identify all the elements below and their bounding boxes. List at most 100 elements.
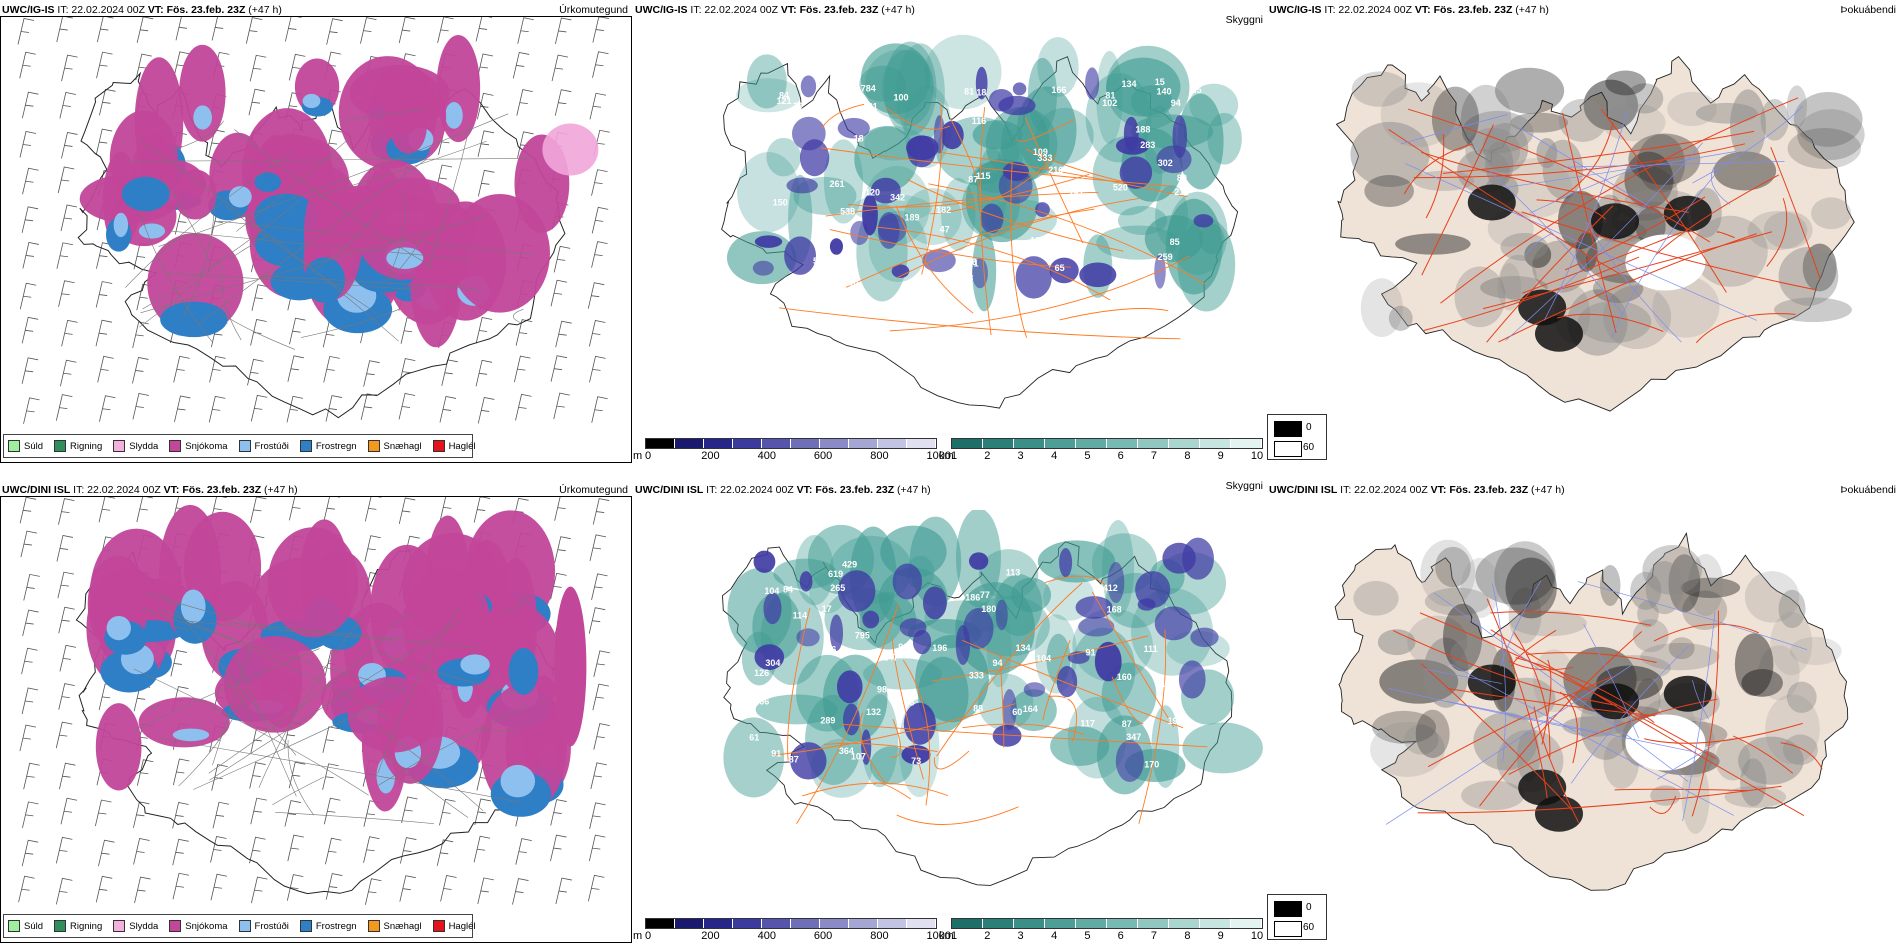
ceiling-value-label: 347 — [1126, 732, 1141, 742]
wind-barb — [249, 54, 267, 82]
glacier-contour — [340, 108, 428, 122]
fog-field — [1763, 211, 1813, 249]
wind-barb — [95, 281, 113, 308]
road-line — [1479, 631, 1643, 807]
visibility-field — [1189, 83, 1239, 127]
ceiling-value-label: 71 — [969, 259, 979, 269]
fog-field — [1497, 263, 1522, 311]
road-line — [1413, 143, 1746, 179]
precip-legend-item: Haglél — [432, 920, 476, 932]
road-line — [1513, 632, 1551, 758]
glacier-contour — [309, 209, 380, 274]
visibility-field — [1037, 37, 1079, 97]
low-ceiling-field — [754, 644, 785, 670]
ceiling-value-label: 196 — [932, 643, 947, 653]
legend-label: Frostregn — [315, 920, 357, 932]
ceiling-value-label: 700 — [843, 278, 858, 288]
ceiling-value-label: 333 — [969, 671, 984, 681]
wind-barb — [19, 131, 37, 158]
glacier-contour — [301, 308, 400, 338]
freezing-drizzle-area — [460, 654, 490, 675]
visibility-field — [1011, 577, 1052, 613]
fog-legend-min-label: 0 — [1306, 422, 1312, 433]
precip-type-legend: Súld Rigning Slydda Snjókoma Frostúði Frostre… — [3, 914, 476, 938]
road-line — [885, 106, 951, 130]
glacier-contour — [234, 129, 433, 268]
wind-barb — [360, 393, 378, 420]
road-line — [962, 639, 1184, 729]
wind-barb — [212, 801, 230, 829]
wind-barb — [134, 876, 151, 904]
wind-barb — [554, 89, 572, 116]
wind-barb — [515, 393, 532, 421]
fog-map — [1334, 532, 1849, 891]
colorbar-tick: 400 — [757, 930, 776, 942]
low-ceiling-field — [1085, 67, 1100, 100]
low-ceiling-field — [862, 610, 880, 629]
ceiling-value-label: 52 — [813, 256, 823, 266]
ceiling-value-label: 109 — [1033, 147, 1048, 157]
road-line — [891, 638, 924, 780]
low-ceiling-field — [940, 120, 964, 150]
precip-legend-item: Snæhagl — [367, 440, 422, 452]
wind-barb — [592, 498, 610, 525]
ceiling-value-label: 182 — [936, 205, 951, 215]
wind-barb — [591, 241, 608, 268]
panel-title: UWC/IG-IS IT: 22.02.2024 00Z VT: Fös. 23… — [2, 4, 282, 16]
visibility-field — [755, 694, 838, 725]
low-ceiling-field — [753, 550, 776, 573]
fog-field — [1603, 285, 1672, 350]
low-ceiling-field — [870, 177, 901, 204]
ceiling-value-label: 342 — [890, 193, 905, 203]
road-line — [897, 198, 1140, 278]
wind-barb — [21, 839, 39, 867]
fog-legend-max-label: 60 — [1303, 442, 1315, 453]
wind-barb — [398, 497, 416, 525]
low-ceiling-field — [1015, 256, 1052, 299]
road-line — [876, 226, 1111, 301]
low-ceiling-field — [963, 608, 994, 650]
wind-barb — [287, 834, 304, 862]
precip-type-map — [17, 13, 610, 424]
fog-field — [1505, 557, 1557, 619]
legend-label: Súld — [24, 440, 44, 452]
wind-barb — [363, 836, 380, 863]
wind-barb — [250, 496, 267, 523]
wind-barb — [19, 51, 36, 79]
wind-barb — [555, 320, 572, 348]
legend-label: Haglél — [448, 440, 476, 452]
low-ceiling-field — [933, 115, 946, 154]
colorbar-tick: 200 — [701, 450, 720, 462]
wind-barb — [95, 319, 113, 347]
fog-field — [1360, 278, 1403, 337]
glacier-contour — [150, 705, 161, 710]
road-line — [1044, 575, 1109, 590]
snow-area — [390, 101, 427, 154]
road-line — [907, 179, 1124, 252]
river-line — [1388, 688, 1597, 734]
legend-label: Snæhagl — [383, 920, 422, 932]
precip-type-legend: Súld Rigning Slydda Snjókoma Frostúði Frostre… — [3, 434, 476, 458]
wind-barb — [512, 51, 530, 79]
visibility-field — [860, 43, 931, 115]
wind-barb — [589, 534, 607, 561]
ceiling-value-label: 85 — [1170, 237, 1180, 247]
ceiling-value-label: 619 — [828, 569, 843, 579]
fog-field — [1778, 247, 1839, 306]
snow-area — [173, 169, 217, 220]
ceiling-value-label: 132 — [866, 707, 881, 717]
fog-indicator-panel-bottom: UWC/DINI ISL IT: 22.02.2024 00Z VT: Fös.… — [1267, 480, 1900, 950]
snow-area — [223, 635, 327, 733]
fog-field — [1404, 724, 1439, 755]
low-ceiling-field — [843, 703, 860, 736]
wind-barb — [22, 167, 39, 195]
road-line — [890, 718, 901, 758]
freezing-drizzle-area — [228, 186, 252, 208]
wind-barb — [323, 494, 341, 522]
wind-barb — [477, 396, 495, 424]
wind-barb — [588, 607, 606, 634]
ceiling-value-label: 18 — [854, 134, 864, 144]
low-ceiling-field — [922, 249, 956, 273]
fog-field — [1353, 580, 1399, 616]
wind-barb — [589, 92, 607, 120]
